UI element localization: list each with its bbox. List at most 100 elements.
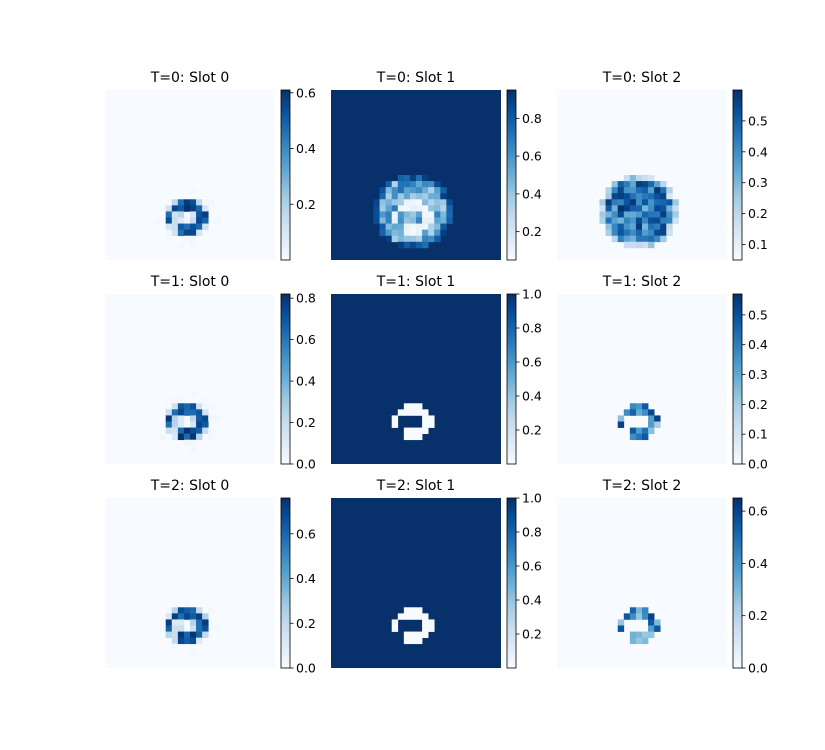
heatmap-cell	[171, 403, 179, 410]
heatmap-cell	[196, 433, 203, 441]
heatmap-cell	[642, 607, 649, 614]
heatmap-cell	[629, 427, 637, 434]
heatmap-cell	[409, 187, 417, 194]
heatmap-cell	[171, 607, 179, 614]
colorbar-tick-label: 0.1	[748, 237, 768, 252]
colorbar-tick-label: 0.0	[296, 661, 316, 676]
colorbar: 0.2 0.4 0.6	[280, 85, 316, 261]
heatmap-cell	[428, 421, 435, 428]
heatmap-cell	[623, 181, 631, 188]
heatmap-cell	[202, 619, 209, 626]
colorbar-tick-label: 0.2	[296, 415, 316, 430]
heatmap-cell	[629, 235, 637, 243]
panel-title: T=2: Slot 0	[150, 478, 230, 494]
heatmap-cell	[177, 613, 185, 620]
heatmap-cell	[165, 613, 173, 620]
heatmap-cell	[183, 409, 191, 416]
colorbar: 0.0 0.2 0.4 0.6	[732, 497, 768, 676]
heatmap-cell	[397, 175, 405, 182]
heatmap-cell	[403, 403, 411, 410]
heatmap-cell	[409, 193, 417, 200]
heatmap-cell	[422, 421, 429, 428]
heatmap-cell	[409, 223, 417, 230]
heatmap-cell	[654, 181, 661, 188]
colorbar-tick-label: 0.0	[296, 457, 316, 472]
heatmap-cell	[409, 211, 417, 218]
heatmap-cell	[196, 403, 203, 410]
heatmap-cell	[654, 211, 661, 218]
heatmap-cell	[635, 433, 643, 441]
heatmap-cell	[428, 217, 435, 224]
heatmap-cell	[660, 229, 667, 237]
heatmap-cell	[379, 193, 386, 200]
heatmap-cell	[416, 181, 423, 188]
colorbar-tick-label: 0.2	[522, 423, 542, 438]
heatmap-cell	[190, 649, 197, 657]
colorbar-tick-label: 0.2	[748, 206, 768, 221]
heatmap-cell	[214, 625, 221, 632]
heatmap-cell	[397, 409, 405, 416]
heatmap-cell	[177, 223, 185, 230]
heatmap-cell	[409, 205, 417, 212]
heatmap-cell	[635, 403, 643, 410]
heatmap-cell	[183, 613, 191, 620]
heatmap-cell	[171, 397, 179, 404]
heatmap-cell	[397, 229, 405, 237]
heatmap-cell	[190, 409, 197, 416]
heatmap-cell	[428, 187, 435, 194]
heatmap-cell	[434, 235, 441, 243]
heatmap-cell	[611, 205, 619, 212]
heatmap-cell	[605, 199, 612, 206]
heatmap-cell	[183, 199, 191, 206]
heatmap-cell	[190, 229, 197, 237]
heatmap-cell	[635, 427, 643, 434]
heatmap-cell	[385, 181, 393, 188]
heatmap-cell	[642, 217, 649, 224]
heatmap-cell	[409, 613, 417, 620]
heatmap-cell	[165, 205, 173, 212]
heatmap-cell	[654, 421, 661, 428]
heatmap-cell	[635, 193, 643, 200]
heatmap-cell	[428, 205, 435, 212]
heatmap-cell	[617, 235, 625, 243]
heatmap-cell	[434, 193, 441, 200]
heatmap-cell	[190, 625, 197, 632]
heatmap-cell	[428, 223, 435, 230]
heatmap-cell	[177, 427, 185, 434]
heatmap-cell	[648, 199, 655, 206]
heatmap-cell	[177, 397, 185, 404]
heatmap-cell	[617, 415, 625, 422]
heatmap-cell	[397, 193, 405, 200]
heatmap-cell	[416, 607, 423, 614]
heatmap-cell	[446, 205, 453, 212]
colorbar-tick-label: 0.3	[748, 367, 768, 382]
heatmap-cell	[422, 187, 429, 194]
heatmap-cell	[177, 217, 185, 224]
colorbar-gradient	[733, 294, 742, 464]
heatmap-cell	[202, 403, 209, 410]
heatmap-panel: T=0: Slot 0 0.2 0.4 0.6	[105, 70, 316, 261]
heatmap-cell	[171, 217, 179, 224]
heatmap-cell	[391, 229, 399, 237]
heatmap-cell	[422, 175, 429, 182]
heatmap-cell	[654, 187, 661, 194]
heatmap-cell	[623, 193, 631, 200]
colorbar-gradient	[733, 90, 742, 260]
colorbar-tick-label: 0.6	[522, 149, 542, 164]
heatmap-cell	[428, 415, 435, 422]
heatmap-cell	[196, 199, 203, 206]
colorbar-tick-label: 0.2	[522, 224, 542, 239]
heatmap-cell	[422, 235, 429, 243]
heatmap-cell	[190, 439, 197, 447]
heatmap-cell	[403, 223, 411, 230]
heatmap-cell	[391, 187, 399, 194]
colorbar-tick-label: 0.4	[296, 374, 316, 389]
heatmap-cell	[666, 217, 673, 224]
heatmap-cell	[403, 631, 411, 638]
heatmap-cell	[605, 229, 612, 237]
panel-title: T=0: Slot 1	[376, 70, 456, 86]
heatmap-cell	[434, 217, 441, 224]
heatmap-cell	[629, 217, 637, 224]
heatmap-cell	[672, 211, 679, 218]
heatmap-cell	[177, 229, 185, 237]
